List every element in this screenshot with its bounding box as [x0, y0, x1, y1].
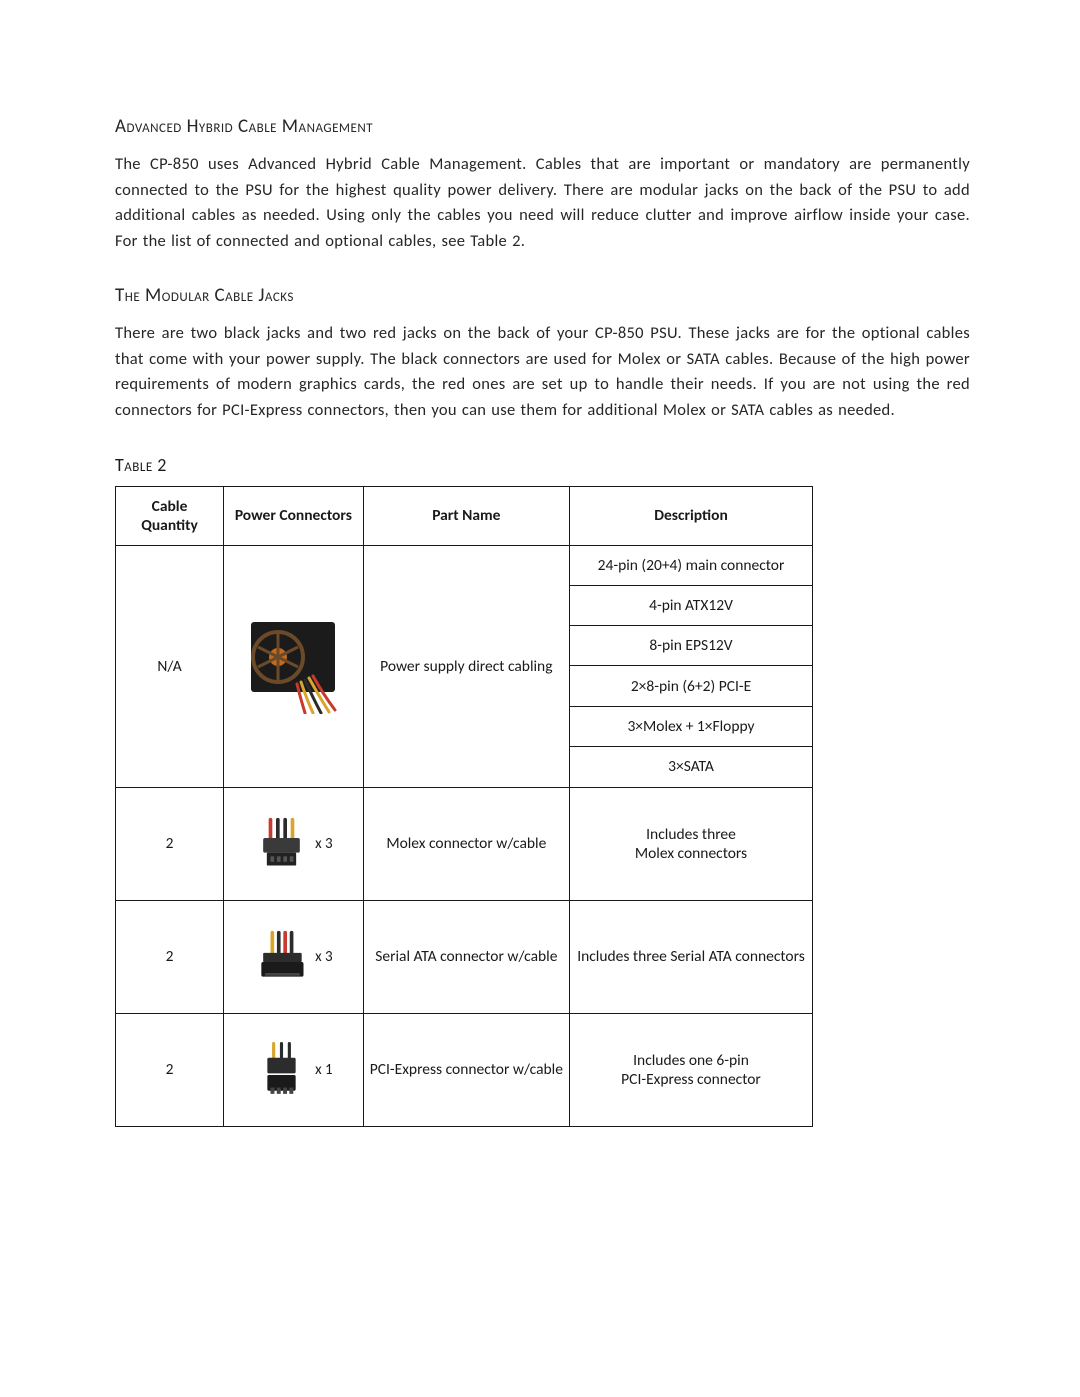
cell-desc-8pin: 8-pin EPS12V: [570, 626, 813, 666]
cell-qty-sata: 2: [116, 900, 224, 1013]
psu-icon: [243, 614, 343, 714]
table-row: 2: [116, 1013, 813, 1126]
molex-desc-l1: Includes three: [646, 825, 736, 844]
cell-desc-pcie: Includes one 6-pin PCI-Express connector: [570, 1013, 813, 1126]
pcie-desc-l1: Includes one 6-pin: [633, 1051, 749, 1070]
cell-qty-molex: 2: [116, 787, 224, 900]
th-description: Description: [570, 486, 813, 545]
heading-advanced-hybrid: Advanced Hybrid Cable Management: [115, 115, 970, 138]
cell-desc-3sata: 3×SATA: [570, 747, 813, 787]
cell-desc-sata: Includes three Serial ATA connectors: [570, 900, 813, 1013]
sata-connector-icon: [254, 929, 309, 984]
pcie-connector-icon: [254, 1042, 309, 1097]
cell-qty-pcie: 2: [116, 1013, 224, 1126]
cable-table: Cable Quantity Power Connectors Part Nam…: [115, 486, 813, 1127]
cell-conn-molex: x 3: [224, 787, 364, 900]
heading-modular-jacks: The Modular Cable Jacks: [115, 284, 970, 307]
paragraph-advanced-hybrid: The CP-850 uses Advanced Hybrid Cable Ma…: [115, 152, 970, 254]
th-cable-quantity: Cable Quantity: [116, 486, 224, 545]
cell-psu-image: [224, 545, 364, 787]
table-row: N/A: [116, 545, 813, 585]
cell-desc-molex-floppy: 3×Molex + 1×Floppy: [570, 706, 813, 746]
table-2-label: Table 2: [115, 454, 970, 476]
cell-part-molex: Molex connector w/cable: [363, 787, 569, 900]
molex-multiplier: x 3: [315, 835, 333, 853]
molex-connector-icon: [254, 816, 309, 871]
th-part-name: Part Name: [363, 486, 569, 545]
molex-desc-l2: Molex connectors: [635, 844, 747, 863]
cell-part-direct: Power supply direct cabling: [363, 545, 569, 787]
th-power-connectors: Power Connectors: [224, 486, 364, 545]
cell-desc-molex: Includes three Molex connectors: [570, 787, 813, 900]
table-row: 2: [116, 787, 813, 900]
sata-multiplier: x 3: [315, 948, 333, 966]
cell-desc-2x8pin: 2×8-pin (6+2) PCI-E: [570, 666, 813, 706]
cell-desc-24pin: 24-pin (20+4) main connector: [570, 545, 813, 585]
paragraph-modular-jacks: There are two black jacks and two red ja…: [115, 321, 970, 423]
table-header-row: Cable Quantity Power Connectors Part Nam…: [116, 486, 813, 545]
cell-part-pcie: PCI-Express connector w/cable: [363, 1013, 569, 1126]
cell-qty-na: N/A: [116, 545, 224, 787]
cell-conn-pcie: x 1: [224, 1013, 364, 1126]
pcie-desc-l2: PCI-Express connector: [621, 1070, 761, 1089]
document-page: Advanced Hybrid Cable Management The CP-…: [0, 0, 1080, 1397]
pcie-multiplier: x 1: [315, 1061, 333, 1079]
cell-desc-4pin: 4-pin ATX12V: [570, 585, 813, 625]
table-row: 2: [116, 900, 813, 1013]
cell-part-sata: Serial ATA connector w/cable: [363, 900, 569, 1013]
cell-conn-sata: x 3: [224, 900, 364, 1013]
